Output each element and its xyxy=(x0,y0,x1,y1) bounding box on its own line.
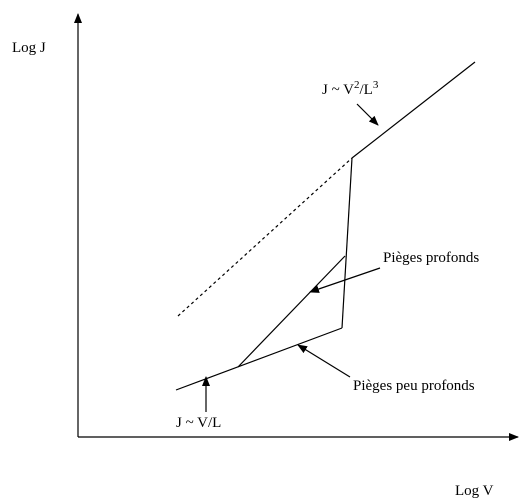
deep-trap-line xyxy=(237,255,346,368)
x-axis-label: Log V xyxy=(455,483,494,499)
shallow-label: Pièges peu profonds xyxy=(353,378,475,394)
extrapolated-line xyxy=(177,157,353,317)
arrow xyxy=(356,103,379,126)
trap-filled-limit xyxy=(341,157,353,329)
arrow xyxy=(297,344,351,378)
ohmic-label: J ~ V/L xyxy=(176,415,221,431)
upper-label: J ~ V2/L3 xyxy=(322,79,379,98)
arrow xyxy=(309,267,381,293)
deep-label: Pièges profonds xyxy=(383,250,479,266)
ohmic-line xyxy=(175,327,343,391)
trap-free-line xyxy=(351,61,476,159)
y-axis-label: Log J xyxy=(12,40,46,56)
